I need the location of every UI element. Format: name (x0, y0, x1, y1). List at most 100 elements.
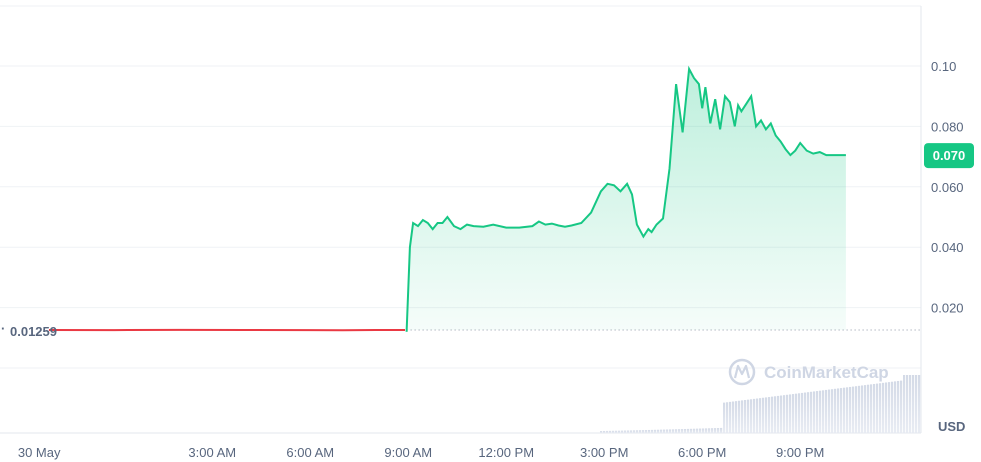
volume-bars (600, 375, 921, 433)
volume-bar (759, 398, 762, 433)
baseline-tick-mark: · (1, 321, 5, 336)
volume-bar (789, 394, 792, 433)
volume-bar (858, 385, 861, 433)
volume-bar (828, 389, 831, 433)
x-tick-label: 6:00 PM (678, 445, 726, 460)
volume-bar (711, 428, 714, 433)
volume-bar (873, 383, 876, 433)
volume-bar (801, 392, 804, 433)
y-axis: 0.020 0.040 0.060 0.080 0.10 (931, 59, 964, 316)
volume-bar (642, 430, 645, 433)
volume-bar (729, 401, 732, 433)
volume-bar (720, 427, 723, 433)
volume-bar (756, 398, 759, 433)
volume-bar (645, 430, 648, 433)
volume-bar (813, 391, 816, 433)
volume-bar (753, 398, 756, 433)
volume-bar (810, 391, 813, 433)
volume-bar (876, 383, 879, 433)
volume-bar (771, 396, 774, 433)
volume-bar (747, 399, 750, 433)
volume-bar (783, 395, 786, 433)
volume-bar (765, 397, 768, 433)
volume-bar (693, 428, 696, 433)
volume-bar (630, 430, 633, 433)
volume-bar (774, 396, 777, 433)
volume-bar (918, 375, 921, 433)
volume-bar (624, 430, 627, 433)
volume-bar (621, 430, 624, 433)
volume-bar (603, 430, 606, 433)
volume-bar (816, 391, 819, 433)
volume-bar (684, 428, 687, 433)
volume-bar (882, 382, 885, 433)
volume-bar (864, 385, 867, 433)
volume-bar (879, 383, 882, 433)
volume-bar (735, 401, 738, 433)
volume-bar (648, 429, 651, 433)
current-price-badge-bg (924, 143, 974, 169)
volume-bar (855, 386, 858, 433)
volume-bar (846, 387, 849, 433)
volume-bar (750, 399, 753, 433)
volume-bar (822, 390, 825, 433)
watermark-text: CoinMarketCap (764, 363, 889, 382)
volume-bar (777, 395, 780, 433)
volume-bar (663, 429, 666, 433)
volume-bar (897, 380, 900, 433)
baseline-price-label: 0.01259 (10, 324, 57, 339)
volume-bar (687, 428, 690, 433)
volume-bar (870, 384, 873, 433)
volume-bar (699, 428, 702, 433)
currency-label: USD (938, 419, 965, 434)
volume-bar (852, 386, 855, 433)
coinmarketcap-logo-icon (728, 358, 756, 386)
volume-bar (894, 381, 897, 433)
volume-bar (738, 400, 741, 433)
volume-bar (744, 400, 747, 433)
volume-bar (912, 375, 915, 433)
y-tick-label: 0.080 (931, 119, 964, 134)
volume-bar (768, 397, 771, 433)
volume-bar (666, 429, 669, 433)
volume-bar (618, 430, 621, 433)
volume-bar (909, 375, 912, 433)
volume-bar (723, 402, 726, 433)
volume-bar (669, 429, 672, 433)
volume-bar (840, 388, 843, 433)
volume-bar (906, 375, 909, 433)
volume-bar (807, 392, 810, 433)
volume-bar (867, 384, 870, 433)
volume-bar (717, 428, 720, 433)
watermark: CoinMarketCap (728, 358, 889, 386)
y-tick-label: 0.10 (931, 59, 956, 74)
volume-bar (900, 380, 903, 433)
volume-bar (690, 428, 693, 433)
volume-bar (705, 428, 708, 433)
volume-bar (600, 431, 603, 433)
volume-bar (678, 429, 681, 433)
volume-bar (831, 389, 834, 433)
volume-bar (843, 387, 846, 433)
volume-bar (891, 381, 894, 433)
volume-bar (795, 393, 798, 433)
volume-bar (732, 401, 735, 433)
volume-bar (798, 393, 801, 433)
volume-bar (819, 390, 822, 433)
x-tick-label: 3:00 AM (188, 445, 236, 460)
volume-bar (726, 402, 729, 433)
y-tick-label: 0.020 (931, 301, 964, 316)
x-tick-label: 6:00 AM (286, 445, 334, 460)
price-area-fill (406, 69, 846, 332)
volume-bar (837, 388, 840, 433)
volume-bar (696, 428, 699, 433)
volume-bar (651, 429, 654, 433)
current-price-label: 0.070 (933, 148, 966, 163)
volume-bar (657, 429, 660, 433)
volume-bar (672, 429, 675, 433)
volume-bar (792, 394, 795, 433)
volume-bar (654, 429, 657, 433)
volume-bar (885, 382, 888, 433)
volume-bar (888, 382, 891, 433)
volume-bar (780, 395, 783, 433)
